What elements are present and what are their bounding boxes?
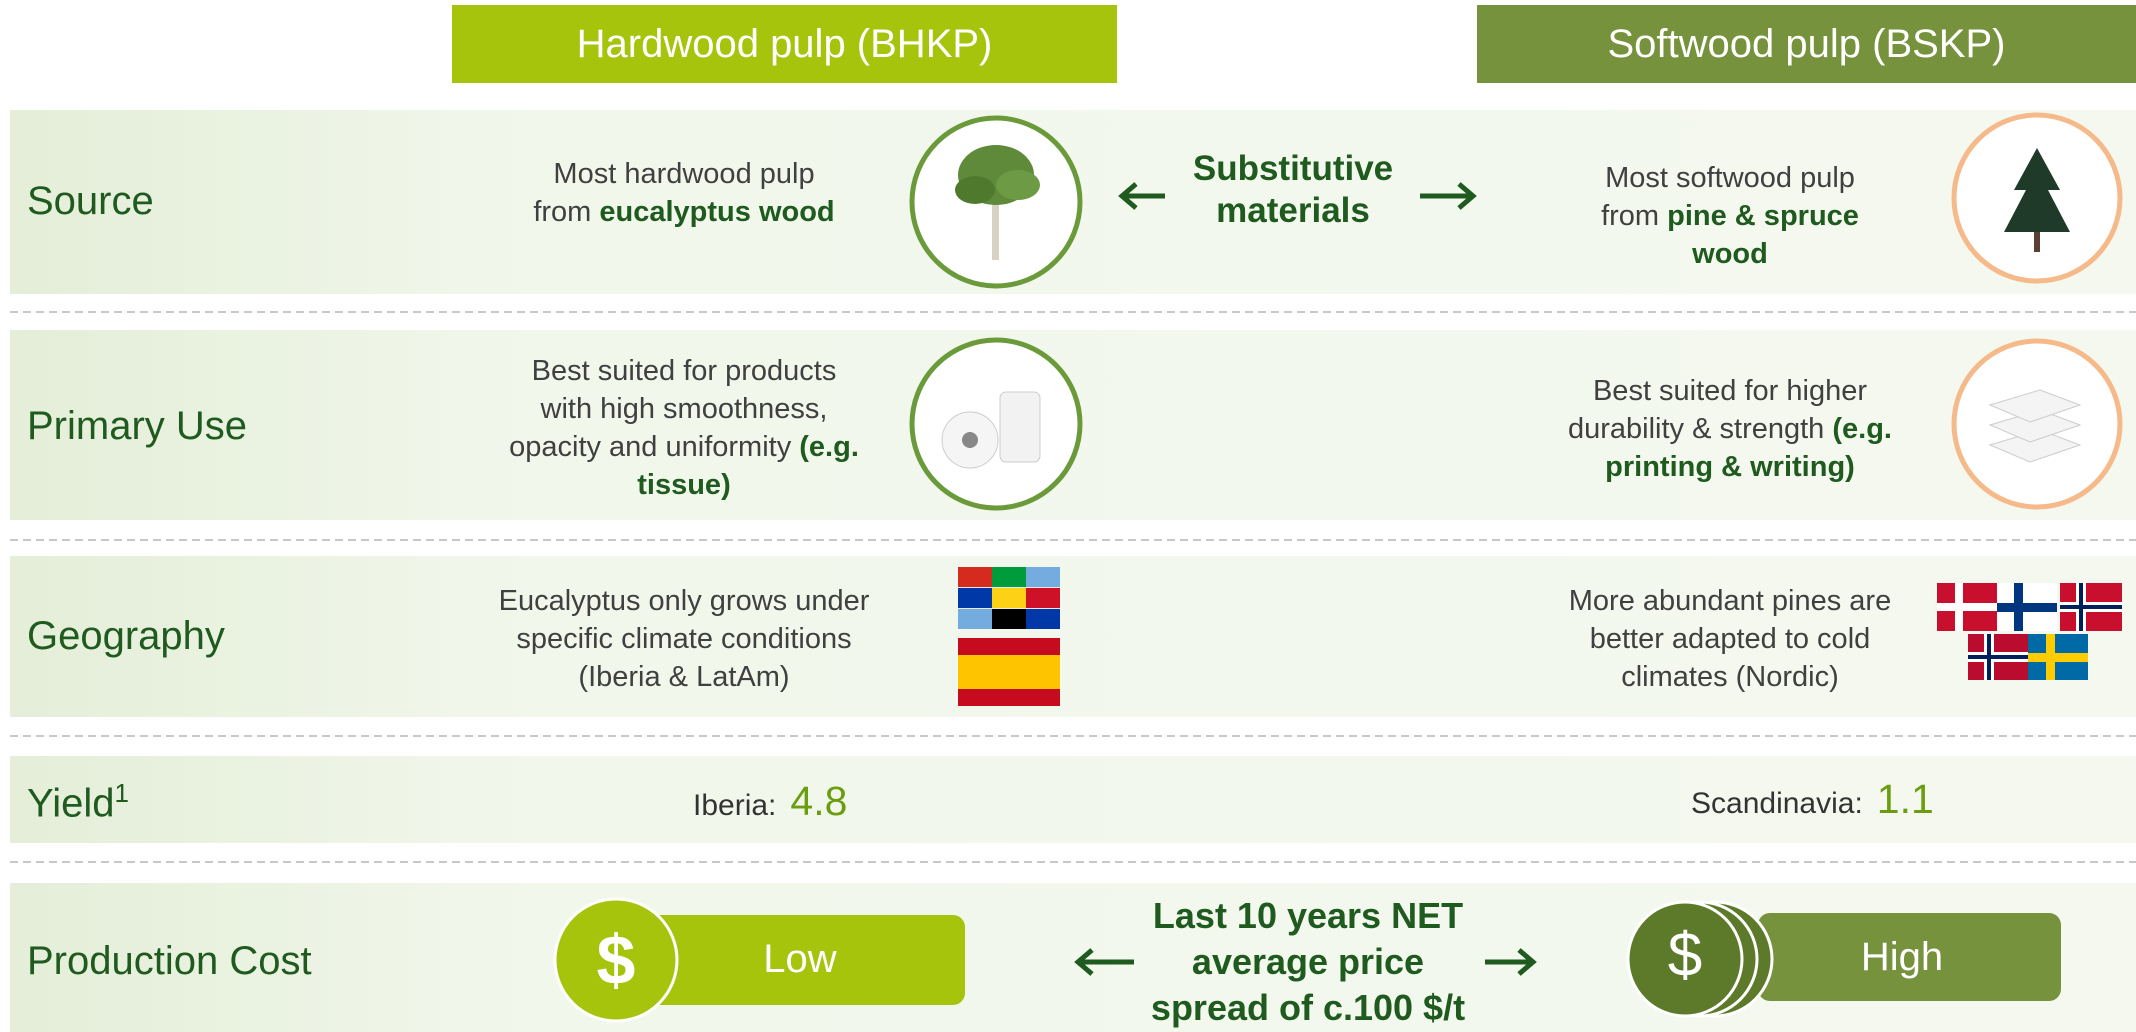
text-line: tissue) <box>404 466 964 504</box>
text-line: materials <box>1043 190 1543 232</box>
text-segment: Eucalyptus only grows under <box>498 585 870 617</box>
header-bar <box>452 5 1117 83</box>
text-segment: wood <box>1692 238 1768 270</box>
text-segment: printing & writing) <box>1605 451 1855 483</box>
row-text: Best suited for higher durability & stren… <box>1450 372 2010 486</box>
text-line: spread of c.100 $/t <box>1058 985 1558 1031</box>
text-segment: average price <box>1191 941 1425 982</box>
label-text: Yield <box>27 781 115 826</box>
flags-icon <box>1937 583 2122 680</box>
text-segment: (Iberia & LatAm) <box>578 661 790 693</box>
text-line: from eucalyptus wood <box>404 193 964 231</box>
text-line: Best suited for products <box>404 352 964 390</box>
text-line: wood <box>1450 235 2010 273</box>
text-line: (Iberia & LatAm) <box>404 658 964 696</box>
yield-hardwood: Iberia: 4.8 <box>693 778 847 825</box>
text-line: printing & writing) <box>1450 448 2010 486</box>
tissue-icon <box>941 391 1041 469</box>
row-text: Most softwood pulp from pine & spruce wood <box>1450 159 2010 273</box>
yield-value: 4.8 <box>790 778 848 824</box>
arrows <box>1074 182 1537 976</box>
row-text: Most hardwood pulp from eucalyptus wood <box>404 155 964 231</box>
text-line: from pine & spruce <box>1450 197 2010 235</box>
text-line: durability & strength (e.g. <box>1450 410 2010 448</box>
text-segment: durability & strength <box>1568 413 1833 445</box>
text-segment: Best suited for higher <box>1592 375 1868 407</box>
text-segment: Best suited for products <box>531 355 837 387</box>
text-segment: climates (Nordic) <box>1621 661 1839 693</box>
dollar-symbol: $ <box>1667 921 1703 990</box>
cost-pill <box>1758 913 2061 1001</box>
icon-circle <box>909 337 1083 511</box>
row-label: Yield1 <box>27 778 129 826</box>
header-title: Softwood pulp (BSKP) <box>1607 22 2006 66</box>
text-line: Last 10 years NET <box>1058 893 1558 939</box>
separators <box>10 311 2136 863</box>
text-segment: Last 10 years NET <box>1152 895 1464 936</box>
region: Iberia: <box>693 789 777 822</box>
cost-level: High <box>1860 935 1944 979</box>
row-text: Eucalyptus only grows under specific clim… <box>404 582 964 696</box>
text-line: better adapted to cold <box>1450 620 2010 658</box>
text-segment: from <box>533 196 600 228</box>
text-segment: (e.g. <box>799 431 859 463</box>
tree-icon <box>955 145 1040 260</box>
text-line: opacity and uniformity (e.g. <box>404 428 964 466</box>
text-line: average price <box>1058 939 1558 985</box>
row-text: Best suited for products with high smooth… <box>404 352 964 504</box>
text-segment: tissue) <box>637 469 731 501</box>
row-band <box>10 556 2136 717</box>
cost-level: Low <box>763 937 837 981</box>
text-segment: opacity and uniformity <box>509 431 800 463</box>
text-segment: eucalyptus wood <box>599 196 835 228</box>
text-line: Substitutive <box>1043 148 1543 190</box>
text-segment: with high smoothness, <box>540 393 828 425</box>
region: Scandinavia: <box>1691 787 1863 820</box>
row-label: Source <box>27 179 154 223</box>
text-segment: better adapted to cold <box>1589 623 1871 655</box>
row-text: More abundant pines are better adapted to… <box>1450 582 2010 696</box>
header-title: Hardwood pulp (BHKP) <box>576 22 993 66</box>
text-line: with high smoothness, <box>404 390 964 428</box>
yield-softwood: Scandinavia: 1.1 <box>1691 776 1934 823</box>
substitutive-text: Substitutive materials <box>1043 148 1543 232</box>
text-line: Best suited for higher <box>1450 372 2010 410</box>
pine-icon <box>2004 148 2070 252</box>
text-segment: spread of c.100 $/t <box>1150 987 1466 1028</box>
flags-icon <box>958 567 1060 706</box>
footnote-mark: 1 <box>114 778 129 808</box>
spread-text: Last 10 years NET average price spread of … <box>1058 893 1558 1031</box>
text-segment: specific climate conditions <box>516 623 852 655</box>
row-label: Geography <box>27 614 225 658</box>
row-label: Primary Use <box>27 404 248 448</box>
text-line: climates (Nordic) <box>1450 658 2010 696</box>
text-segment: Most hardwood pulp <box>553 158 815 190</box>
text-segment: materials <box>1216 191 1370 230</box>
row-band <box>10 756 2136 843</box>
dollar-coin <box>553 897 679 1023</box>
text-segment: Substitutive <box>1192 149 1394 188</box>
text-segment: pine & spruce <box>1667 200 1859 232</box>
text-line: Eucalyptus only grows under <box>404 582 964 620</box>
dollar-coin <box>1626 900 1744 1018</box>
text-segment: More abundant pines are <box>1568 585 1892 617</box>
text-segment: from <box>1601 200 1668 232</box>
row-label: Production Cost <box>27 939 312 983</box>
paper-icon <box>1988 389 2082 463</box>
text-segment: Most softwood pulp <box>1605 162 1855 194</box>
text-line: More abundant pines are <box>1450 582 2010 620</box>
dollar-symbol: $ <box>596 921 636 999</box>
cost-pill <box>627 915 965 1005</box>
yield-value: 1.1 <box>1876 776 1934 822</box>
text-segment: (e.g. <box>1832 413 1892 445</box>
header-bar <box>1477 5 2136 83</box>
text-line: Most hardwood pulp <box>404 155 964 193</box>
text-line: specific climate conditions <box>404 620 964 658</box>
text-line: Most softwood pulp <box>1450 159 2010 197</box>
